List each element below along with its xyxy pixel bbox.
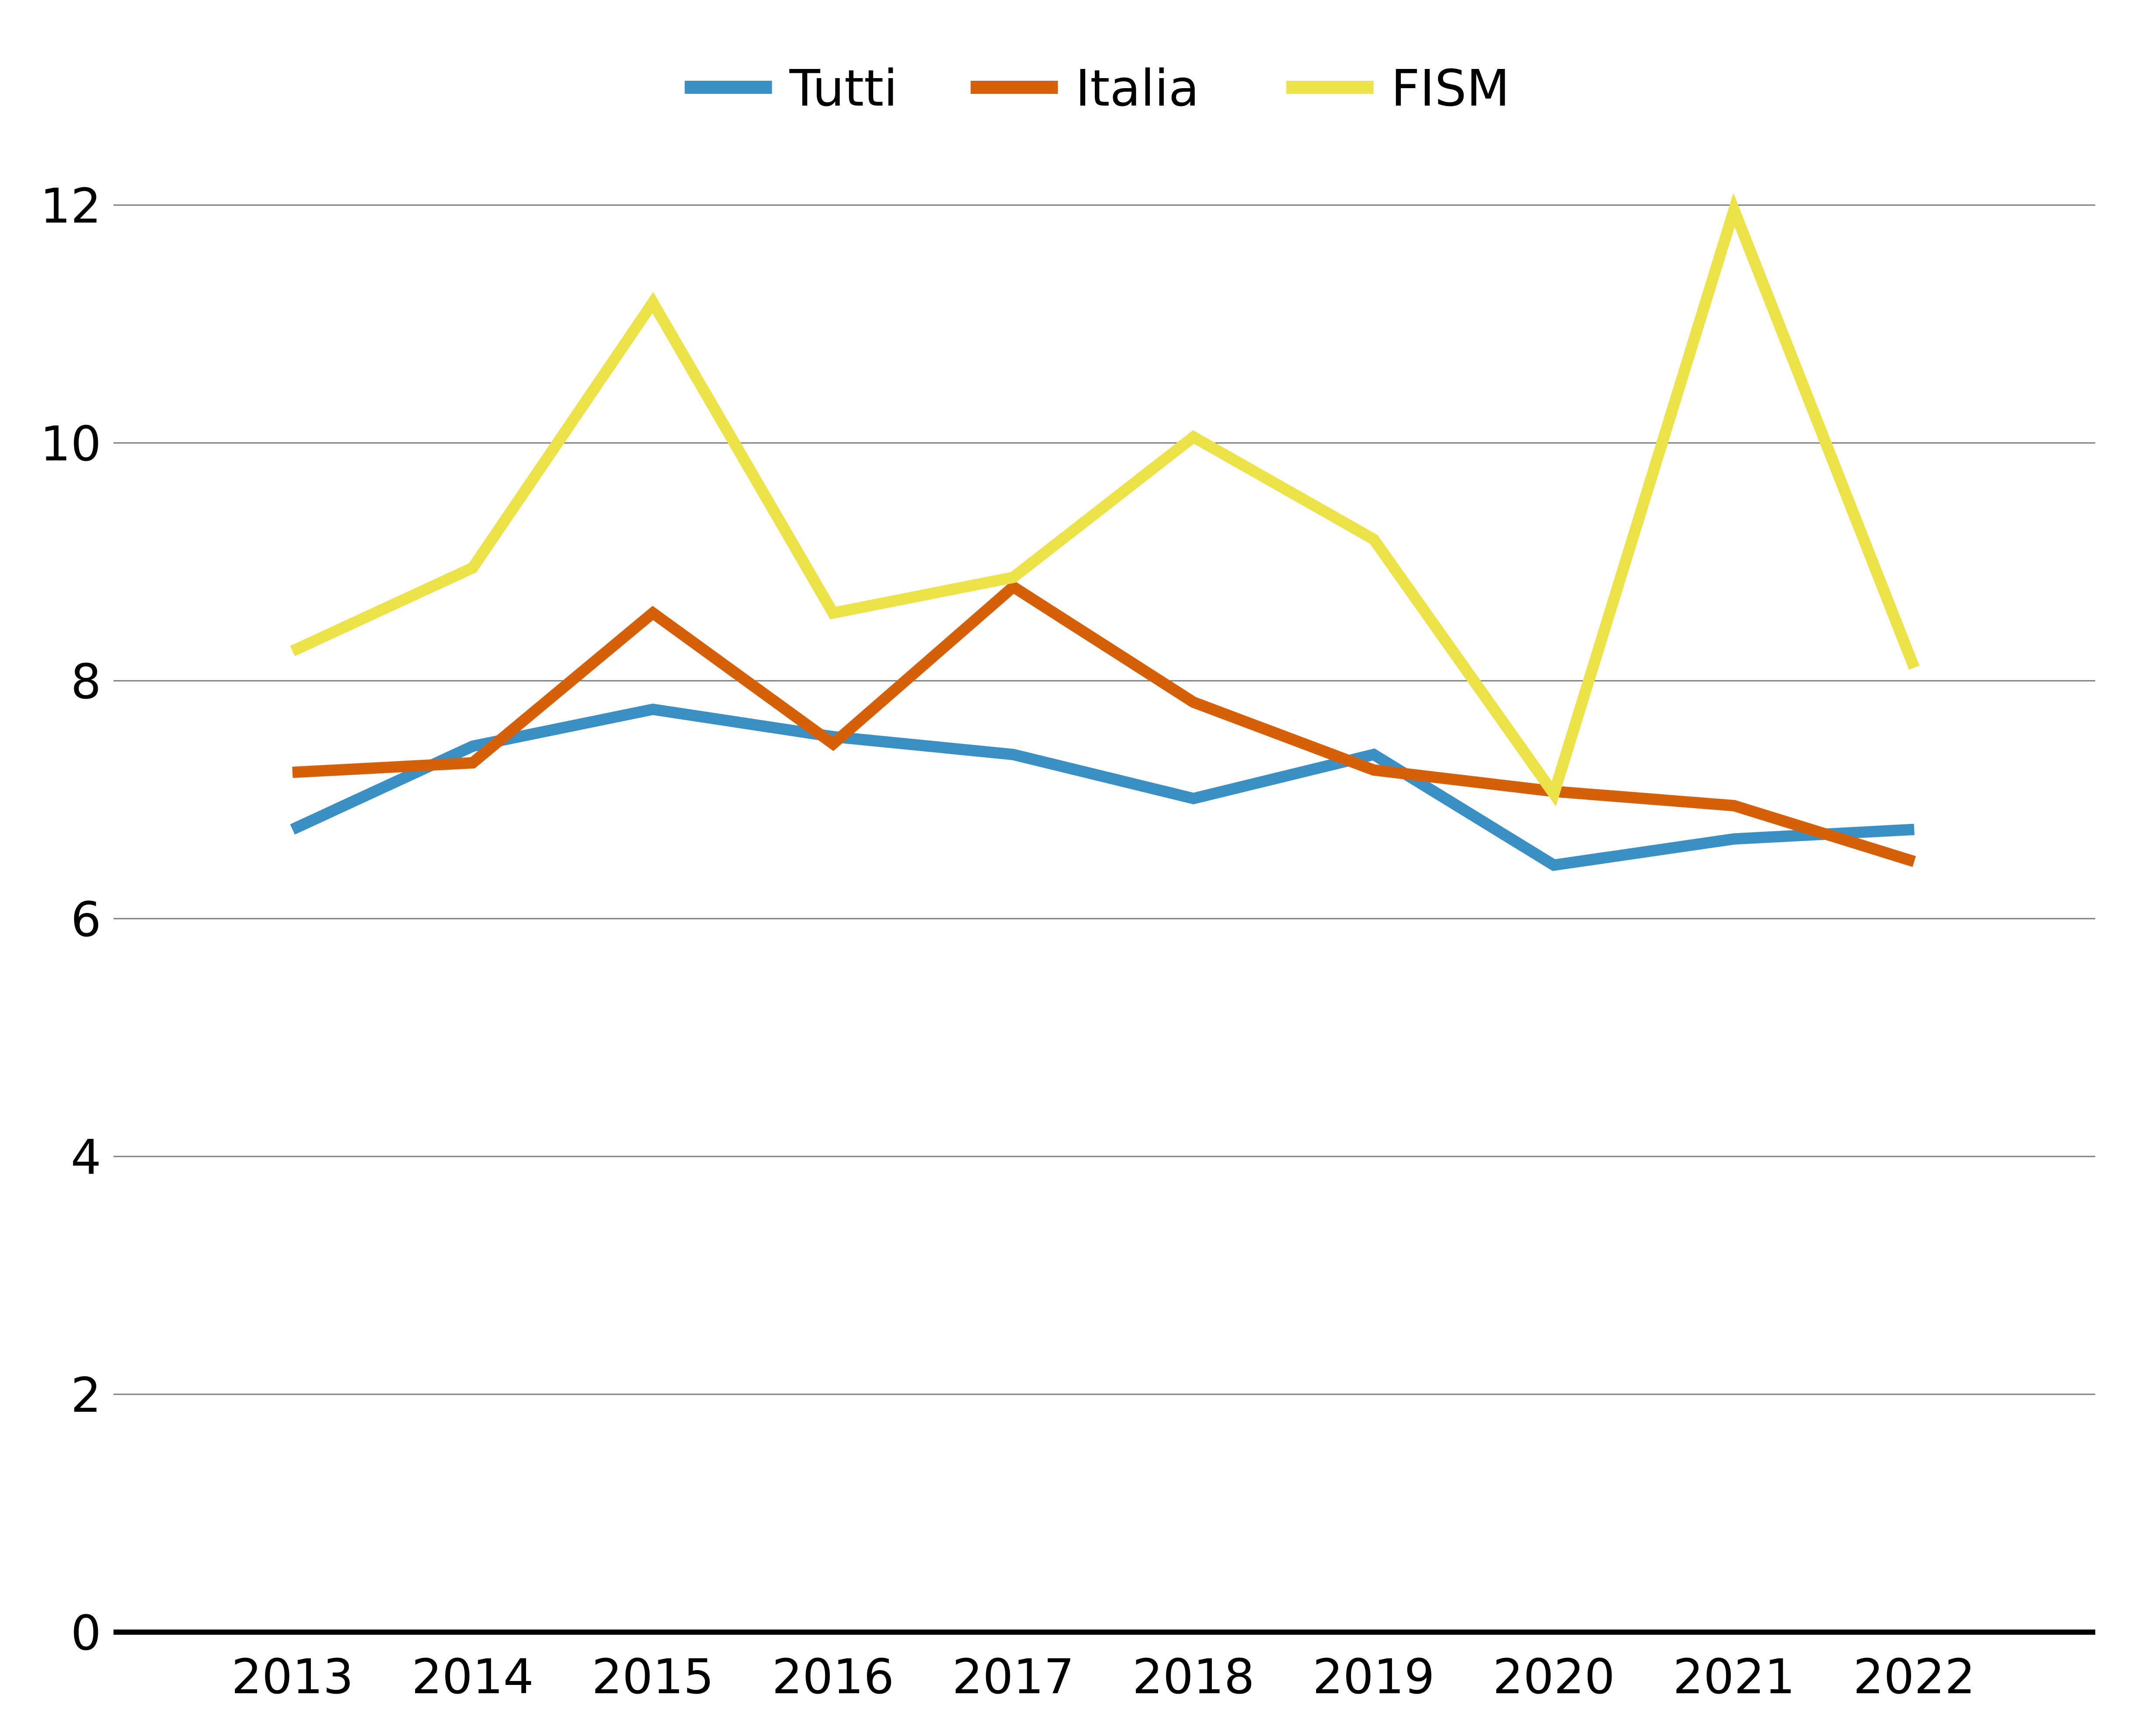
series-line-italia [292,580,1916,867]
y-tick-label: 4 [71,1129,101,1185]
series-line-tutti [290,703,1915,871]
y-tick-label: 10 [40,416,101,472]
series-lines [290,192,1920,871]
x-tick-label: 2020 [1493,1649,1615,1705]
x-tick-label: 2022 [1853,1649,1975,1705]
legend-label-fism: FISM [1391,59,1510,118]
x-axis-ticks: 2013 2014 2015 2016 2017 2018 2019 2020 2021 2022 [231,1649,1975,1705]
legend-label-tutti: Tutti [789,59,898,118]
y-axis-ticks: 0 2 4 6 8 10 12 [40,178,101,1661]
x-tick-label: 2015 [592,1649,714,1705]
legend-label-italia: Italia [1076,59,1200,118]
y-tick-label: 0 [71,1605,101,1661]
y-tick-label: 6 [71,892,101,947]
x-tick-label: 2018 [1132,1649,1255,1705]
y-tick-label: 2 [71,1367,101,1423]
y-tick-label: 12 [40,178,101,234]
x-tick-label: 2013 [231,1649,354,1705]
chart-legend: Tutti Italia FISM [684,59,1510,118]
gridlines [113,204,2095,1395]
x-tick-label: 2019 [1313,1649,1435,1705]
series-line-fism [290,192,1920,806]
x-tick-label: 2014 [412,1649,534,1705]
y-tick-label: 8 [71,654,101,710]
x-tick-label: 2017 [952,1649,1074,1705]
x-tick-label: 2021 [1673,1649,1795,1705]
x-tick-label: 2016 [772,1649,894,1705]
